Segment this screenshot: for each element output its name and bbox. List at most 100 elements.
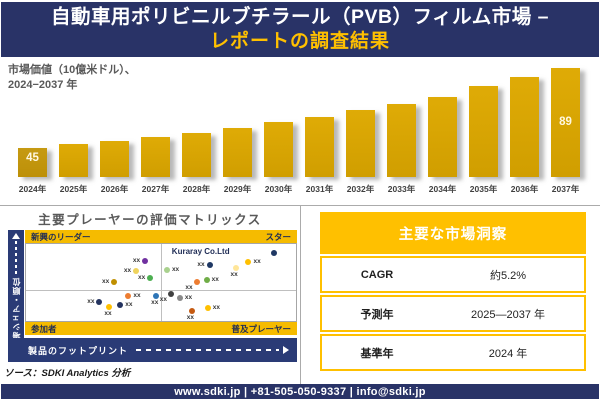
insights-table-header: 主要な市場洞察 — [320, 212, 586, 254]
scatter-dot — [153, 292, 160, 299]
scatter-point-label: xx — [211, 276, 219, 284]
scatter-dot — [204, 305, 211, 312]
x-axis-tick-label: 2024年 — [18, 184, 47, 194]
scatter-dot — [96, 298, 103, 305]
bar-chart-x-axis: 2024年 2025年 2026年 2027年 2028年 2029年 2030年 2031年… — [0, 183, 600, 195]
x-axis-tick-label: 2033年 — [387, 184, 416, 194]
bar-2037年: 89 — [551, 68, 580, 177]
chart-subtitle-line1: 市場価値（10億米ドル）、 — [8, 64, 136, 76]
scatter-point-label: xx — [184, 293, 193, 301]
company-annotation: Kuraray Co.Ltd — [171, 247, 230, 257]
x-axis-tick-label: 2036年 — [510, 184, 539, 194]
table-row: CAGR 約5.2% — [320, 256, 586, 293]
bar-2029年 — [223, 128, 252, 177]
scatter-point-label: xx — [171, 266, 180, 274]
scatter-dot — [206, 262, 213, 269]
scatter-dot — [188, 308, 195, 315]
row-label: 基準年 — [360, 347, 394, 360]
arrow-right-icon — [283, 346, 289, 354]
bar-value-label: 45 — [26, 152, 39, 164]
quadrant-label-bottom-left: 参加者 — [31, 323, 57, 334]
scatter-dot — [163, 267, 170, 274]
scatter-point-label: xx — [230, 271, 238, 279]
insights-table: 主要な市場洞察 CAGR 約5.2% 予測年 2025—2037 年 基準年 2… — [320, 212, 586, 371]
x-axis-tick-label: 2034年 — [428, 184, 457, 194]
matrix-y-axis-band: 市場シェア・順位 — [8, 230, 24, 362]
quadrant-label-top-right: スター — [265, 231, 291, 242]
scatter-point-label: xx — [87, 297, 95, 305]
table-row: 基準年 2024 年 — [320, 334, 586, 371]
x-axis-tick-label: 2028年 — [182, 184, 211, 194]
bar-2028年 — [182, 133, 211, 177]
matrix-top-band: 新興のリーダー スター — [25, 230, 297, 243]
scatter-dot — [193, 279, 200, 286]
footer-contact-text: www.sdki.jp | +81-505-050-9337 | info@sd… — [174, 385, 426, 398]
scatter-dot — [176, 294, 183, 301]
chart-subtitle: 市場価値（10億米ドル）、 2024−2037 年 — [8, 63, 136, 94]
row-value: 2024 年 — [488, 347, 528, 360]
bar-2030年 — [264, 122, 293, 177]
scatter-point-label: xx — [197, 261, 205, 269]
table-row: 予測年 2025—2037 年 — [320, 295, 586, 332]
bar-2031年 — [305, 117, 334, 177]
bar-2035年 — [469, 86, 498, 177]
scatter-dot — [167, 290, 174, 297]
scatter-point-label: xx — [253, 257, 261, 265]
row-value: 2025—2037 年 — [471, 308, 545, 321]
quadrant-divider-horizontal — [26, 289, 296, 291]
quadrant-divider-vertical — [161, 244, 162, 321]
scatter-dot — [106, 304, 113, 311]
chart-subtitle-line2: 2024−2037 年 — [8, 79, 78, 92]
scatter-point-label: xx — [123, 267, 132, 275]
scatter-point-label: xx — [151, 298, 159, 306]
scatter-point-label: xx — [212, 304, 220, 312]
x-axis-tick-label: 2032年 — [346, 184, 375, 194]
vertical-divider — [300, 205, 301, 384]
scatter-point-label: xx — [185, 284, 193, 292]
footer-bar: www.sdki.jp | +81-505-050-9337 | info@sd… — [1, 384, 599, 399]
x-axis-tick-label: 2037年 — [551, 184, 580, 194]
x-axis-tick-label: 2030年 — [264, 184, 293, 194]
quadrant-label-top-left: 新興のリーダー — [31, 231, 91, 242]
x-axis-tick-label: 2031年 — [305, 184, 334, 194]
dashed-line-vertical — [15, 241, 17, 275]
scatter-dot — [125, 292, 132, 299]
bar-2025年 — [59, 144, 88, 177]
row-value: 約5.2% — [489, 269, 527, 282]
header-banner: 自動車用ポリビニルブチラール（PVB）フィルム市場 – レポートの調査結果 — [1, 2, 599, 57]
scatter-dot — [203, 277, 210, 284]
report-title-line2: レポートの調査結果 — [209, 31, 390, 53]
report-title-line1: 自動車用ポリビニルブチラール（PVB）フィルム市場 – — [50, 5, 550, 28]
scatter-point-label: xx — [132, 256, 141, 264]
scatter-point-label: xx — [186, 314, 194, 322]
scatter-dot — [245, 258, 252, 265]
scatter-dot — [111, 279, 118, 286]
bar-value-label: 89 — [559, 116, 572, 128]
bar-2024年: 45 — [18, 148, 47, 177]
bar-chart: 45 89 — [0, 56, 600, 177]
scatter-dot — [271, 249, 278, 256]
bar-2027年 — [141, 137, 170, 177]
bar-2033年 — [387, 104, 416, 177]
source-note: ソース：SDKI Analytics 分析 — [4, 368, 131, 379]
x-axis-tick-label: 2026年 — [100, 184, 129, 194]
scatter-point-label: xx — [159, 295, 167, 303]
scatter-point-label: xx — [104, 310, 112, 318]
row-label: CAGR — [360, 268, 394, 281]
x-axis-tick-label: 2027年 — [141, 184, 170, 194]
matrix-x-axis-label: 製品のフットプリント — [28, 345, 129, 356]
dashed-line-horizontal — [136, 349, 279, 351]
scatter-dot — [147, 275, 154, 282]
matrix-scatter-plot: Kuraray Co.Ltd xx xx xx xx xx xx xx xx xx xx xx xx x… — [25, 243, 297, 322]
scatter-dot — [133, 268, 140, 275]
bar-2026年 — [100, 141, 129, 177]
x-axis-tick-label: 2035年 — [469, 184, 498, 194]
quadrant-label-bottom-right: 普及プレーヤー — [231, 323, 291, 334]
scatter-point-label: xx — [102, 278, 110, 286]
matrix-title: 主要プレーヤーの評価マトリックス — [38, 213, 262, 227]
arrow-up-icon — [12, 233, 20, 239]
x-axis-tick-label: 2025年 — [59, 184, 88, 194]
scatter-point-label: xx — [125, 301, 133, 309]
matrix-bottom-band: 参加者 普及プレーヤー — [25, 322, 297, 335]
scatter-dot — [142, 257, 149, 264]
